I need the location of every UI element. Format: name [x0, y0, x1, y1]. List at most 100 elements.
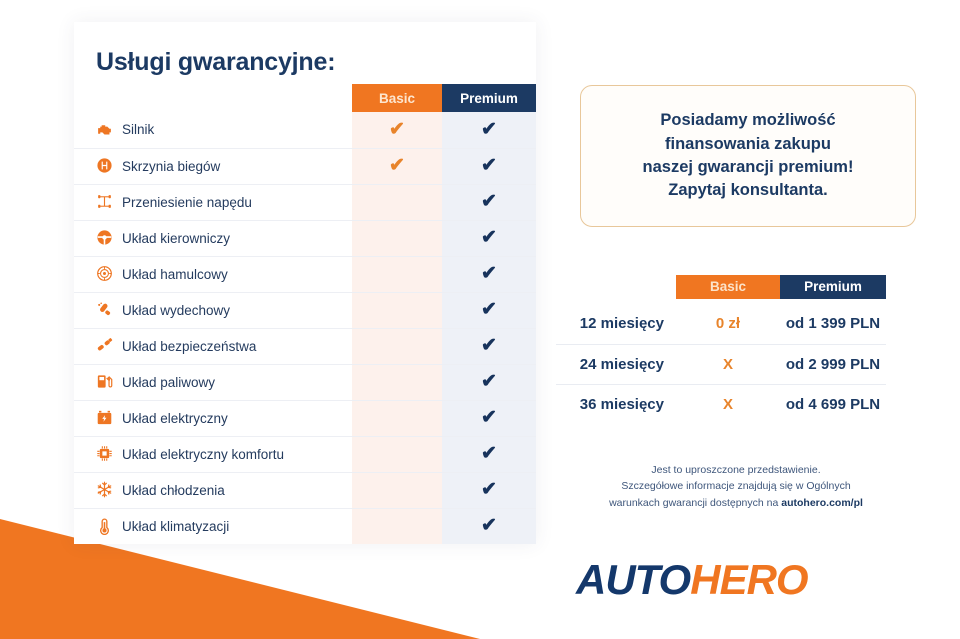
service-icon-cell — [74, 219, 118, 256]
service-icon-cell — [74, 291, 118, 328]
pricing-basic-value: X — [676, 343, 780, 384]
services-header-spacer — [74, 84, 118, 112]
table-row: Układ hamulcowy ✔ — [74, 255, 536, 292]
battery-icon — [96, 409, 113, 426]
pricing-term-label: 36 miesięcy — [556, 383, 676, 424]
fuel-pump-icon — [96, 373, 113, 390]
premium-availability-cell: ✔ — [442, 363, 536, 400]
right-panel: Posiadamy możliwość finansowania zakupu … — [556, 22, 940, 544]
table-row: Układ elektryczny ✔ — [74, 399, 536, 436]
warranty-services-card: Usługi gwarancyjne: Basic Premium Silnik… — [74, 22, 536, 544]
service-label: Silnik — [122, 122, 155, 138]
service-label: Układ bezpieczeństwa — [118, 327, 352, 364]
premium-availability-cell: ✔ — [442, 219, 536, 256]
service-label: Układ hamulcowy — [118, 255, 352, 292]
page-title: Usługi gwarancyjne: — [96, 48, 336, 76]
steering-wheel-icon — [96, 229, 113, 246]
basic-availability-cell — [352, 435, 442, 472]
basic-availability-cell: ✔ — [352, 112, 442, 148]
check-icon: ✔ — [481, 515, 497, 537]
service-icon-cell — [74, 399, 118, 436]
disclaimer-line-2: Szczegółowe informacje znajdują się w Og… — [621, 480, 851, 493]
service-label: Układ elektryczny — [118, 399, 352, 436]
pricing-premium-value: od 1 399 PLN — [785, 315, 881, 333]
check-icon: ✔ — [481, 443, 497, 464]
basic-availability-cell: ✔ — [352, 147, 442, 184]
basic-availability-cell — [352, 291, 442, 328]
basic-availability-cell — [352, 471, 442, 508]
basic-availability-cell — [352, 399, 442, 436]
premium-availability-cell: ✔ — [442, 435, 536, 472]
pricing-term-label: 12 miesięcy — [579, 315, 664, 333]
service-icon-cell — [74, 363, 118, 400]
services-table-body: Silnik ✔ ✔ Skrzynia biegów ✔ ✔ Przeniesienie n… — [74, 112, 536, 544]
basic-availability-cell — [352, 363, 442, 400]
exhaust-pipe-icon — [96, 301, 113, 318]
basic-availability-cell — [352, 183, 442, 220]
table-row: Przeniesienie napędu ✔ — [74, 183, 536, 220]
check-icon: ✔ — [481, 299, 497, 320]
premium-availability-cell: ✔ — [442, 183, 536, 220]
service-label: Układ elektryczny komfortu — [118, 435, 352, 472]
promo-line-4: Zapytaj konsultanta. — [668, 181, 828, 200]
premium-availability-cell: ✔ — [442, 399, 536, 436]
service-icon-cell — [74, 255, 118, 292]
thermometer-icon — [96, 517, 113, 535]
service-label: Układ wydechowy — [118, 291, 352, 328]
drivetrain-axle-icon — [96, 193, 113, 210]
service-icon-cell — [74, 435, 118, 472]
premium-availability-cell: ✔ — [442, 112, 536, 148]
snowflake-icon — [96, 481, 113, 498]
check-icon: ✔ — [481, 263, 497, 284]
seatbelt-icon — [96, 337, 113, 354]
premium-availability-cell: ✔ — [442, 327, 536, 364]
service-label: Układ chłodzenia — [118, 471, 352, 508]
basic-availability-cell — [352, 219, 442, 256]
brake-disc-icon — [96, 265, 113, 282]
basic-availability-cell — [352, 507, 442, 544]
pricing-basic-value: 0 zł — [715, 315, 741, 333]
services-header-spacer-2 — [118, 84, 352, 112]
pricing-column-header-basic: Basic — [676, 275, 780, 299]
pricing-table-head: Basic Premium — [556, 275, 886, 304]
check-icon: ✔ — [481, 155, 497, 176]
premium-availability-cell: ✔ — [442, 255, 536, 292]
disclaimer-line-1: Jest to uproszczone przedstawienie. — [651, 464, 821, 476]
promo-line-3: naszej gwarancji premium! — [642, 158, 854, 176]
pricing-column-header-premium: Premium — [780, 275, 886, 299]
table-row: Silnik ✔ ✔ — [74, 112, 536, 148]
chip-icon — [96, 445, 113, 462]
promo-line-2: finansowania zakupu — [665, 134, 831, 153]
services-table-head: Basic Premium — [74, 84, 536, 112]
logo-text-hero: HERO — [690, 556, 808, 603]
check-icon: ✔ — [481, 407, 497, 428]
premium-availability-cell: ✔ — [442, 291, 536, 328]
basic-availability-cell — [352, 255, 442, 292]
disclaimer-line-3: warunkach gwarancji dostępnych na — [609, 496, 782, 509]
pricing-basic-value: X — [676, 383, 780, 424]
premium-availability-cell: ✔ — [442, 507, 536, 544]
pricing-premium-value: od 4 699 PLN — [780, 383, 886, 424]
gearbox-icon — [96, 157, 113, 174]
column-header-basic: Basic — [352, 84, 442, 112]
column-header-premium: Premium — [442, 84, 536, 112]
pricing-premium-value: od 2 999 PLN — [780, 343, 886, 384]
autohero-website-link[interactable]: autohero.com/pl — [781, 496, 863, 509]
premium-availability-cell: ✔ — [442, 147, 536, 184]
disclaimer-text: Jest to uproszczone przedstawienie. Szcz… — [556, 462, 916, 511]
check-icon: ✔ — [481, 371, 497, 392]
check-icon: ✔ — [389, 155, 405, 176]
check-icon: ✔ — [481, 118, 497, 140]
logo-text-auto: AUTO — [576, 556, 691, 603]
table-row: Układ kierowniczy ✔ — [74, 219, 536, 256]
promo-line-1: Posiadamy możliwość — [660, 111, 836, 130]
table-row: Układ elektryczny komfortu ✔ — [74, 435, 536, 472]
pricing-row: 12 miesięcy 0 zł od 1 399 PLN — [556, 304, 886, 344]
table-row: Układ bezpieczeństwa ✔ — [74, 327, 536, 364]
autohero-logo: AUTOHERO — [576, 556, 809, 604]
pricing-header-basic-cell: Basic — [676, 275, 780, 304]
service-icon-cell — [74, 183, 118, 220]
